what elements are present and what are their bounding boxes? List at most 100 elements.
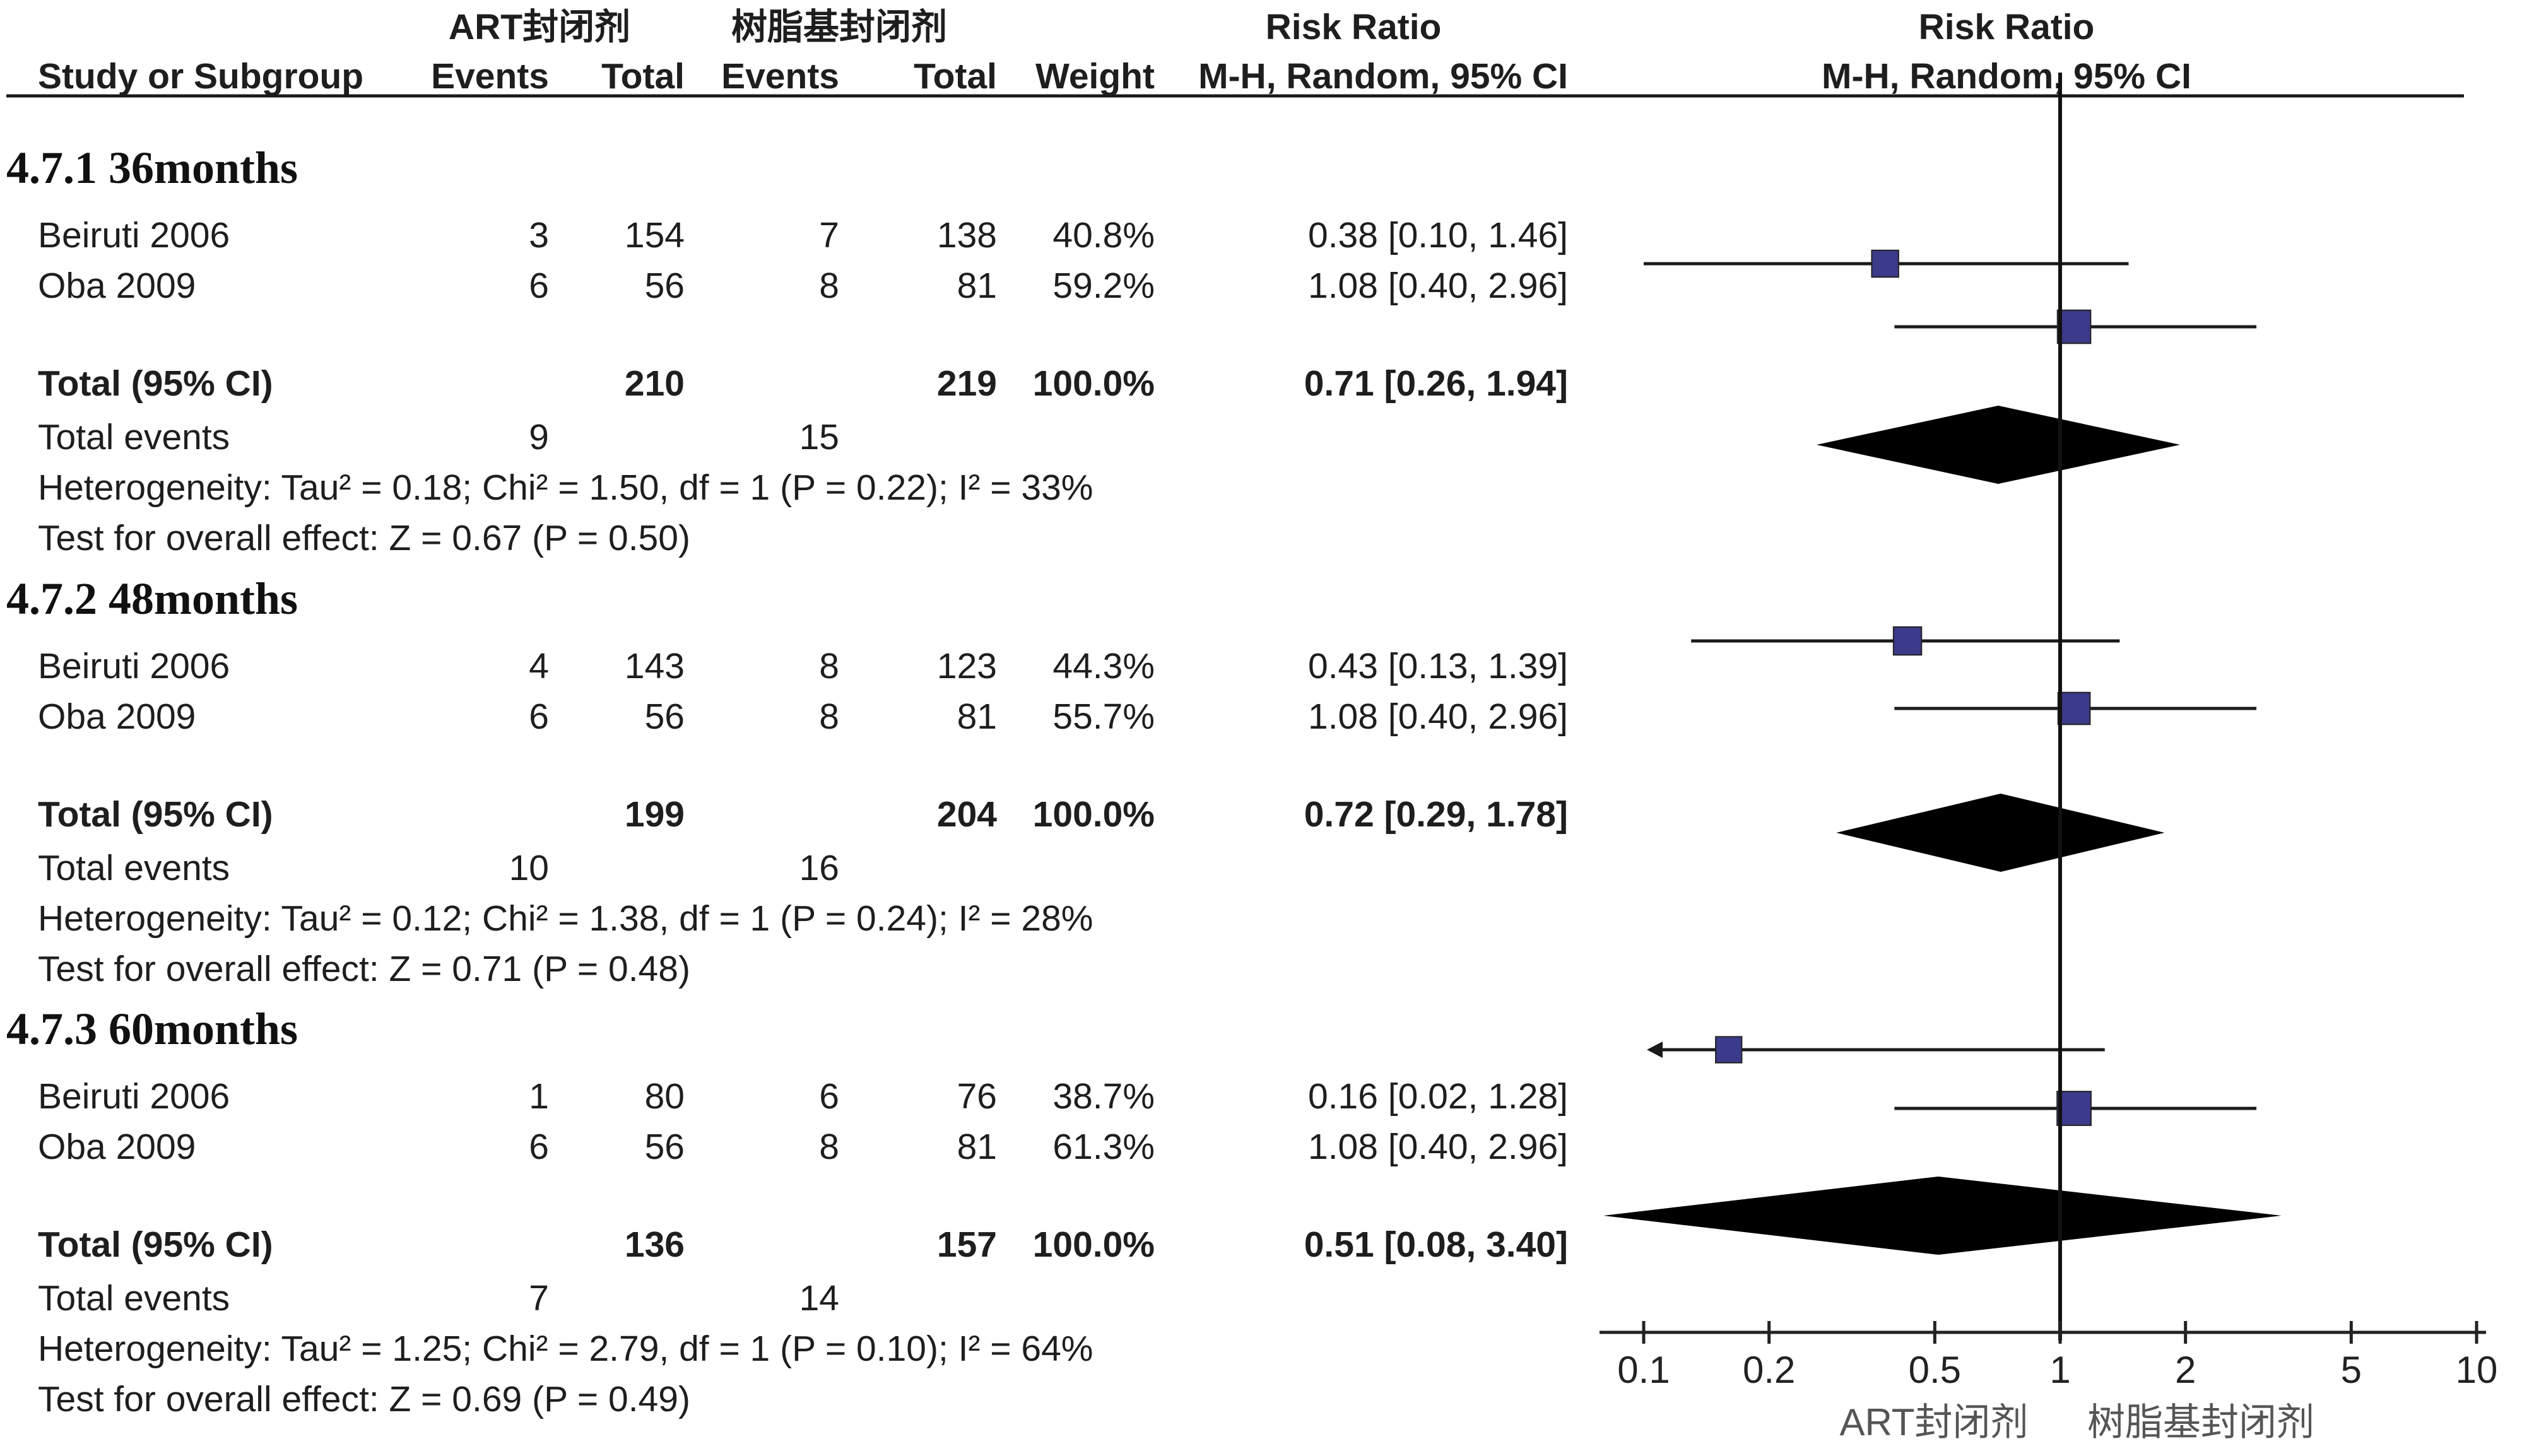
pooled-exp-total: 210 [625,363,685,404]
pooled-ci-value: 0.71 [0.26, 1.94] [1304,363,1568,404]
subgroup-title: 4.7.3 60months [6,1004,298,1054]
ctrl-total-value: 123 [937,646,997,686]
exp-total-value: 56 [645,266,685,306]
pooled-ctrl-total: 204 [937,794,997,835]
exp-events-value: 6 [529,1127,549,1167]
weight-value: 38.7% [1052,1076,1155,1117]
exp-total-value: 56 [645,1127,685,1167]
ctrl-total-value: 81 [957,696,997,737]
exp-total-value: 154 [625,215,685,255]
exp-events-value: 1 [529,1076,549,1117]
x-tick-label: 1 [2049,1349,2070,1391]
study-marker [1892,626,1923,656]
ctrl-events-value: 8 [819,1127,839,1167]
heterogeneity-text: Heterogeneity: Tau² = 0.12; Chi² = 1.38,… [38,898,1093,939]
exp-events-value: 4 [529,646,549,686]
ci-arrow [1647,1042,1663,1058]
exp-group-header: ART封闭剂 [449,7,630,47]
total-events-ctrl: 15 [799,417,839,457]
total-events-label: Total events [38,1278,230,1318]
risk-ratio-ci-value: 0.38 [0.10, 1.46] [1308,215,1568,255]
favours-left-label: ART封闭剂 [1840,1401,2029,1443]
pooled-diamond [1603,1177,2282,1255]
pooled-ci-value: 0.72 [0.29, 1.78] [1304,794,1568,835]
overall-effect-text: Test for overall effect: Z = 0.67 (P = 0… [38,518,690,558]
exp-events-value: 6 [529,696,549,737]
total-events-exp: 10 [509,848,549,888]
total-events-exp: 9 [529,417,549,457]
weight-value: 61.3% [1052,1127,1155,1167]
study-marker [2056,309,2092,344]
plot-risk-ratio-header: Risk Ratio [1919,7,2095,47]
overall-effect-text: Test for overall effect: Z = 0.69 (P = 0… [38,1379,690,1419]
exp-events-value: 6 [529,266,549,306]
x-tick-label: 10 [2456,1349,2498,1391]
risk-ratio-ci-value: 0.16 [0.02, 1.28] [1308,1076,1568,1117]
study-name: Oba 2009 [38,1127,196,1167]
pooled-ctrl-total: 219 [937,363,997,404]
x-tick-label: 2 [2175,1349,2196,1391]
ctrl-total-value: 138 [937,215,997,255]
exp-total-header: Total [601,56,685,97]
pooled-total-label: Total (95% CI) [38,1224,273,1265]
study-name: Beiruti 2006 [38,646,230,686]
exp-total-value: 80 [645,1076,685,1117]
total-events-exp: 7 [529,1278,549,1318]
pooled-ctrl-total: 157 [937,1224,997,1265]
pooled-diamond [1816,406,2180,484]
weight-value: 40.8% [1052,215,1155,255]
ctrl-total-value: 81 [957,1127,997,1167]
pooled-weight: 100.0% [1033,363,1155,404]
pooled-total-label: Total (95% CI) [38,794,273,835]
pooled-weight: 100.0% [1033,1224,1155,1265]
pooled-total-label: Total (95% CI) [38,363,273,404]
x-tick-label: 0.5 [1909,1349,1961,1391]
ctrl-events-header: Events [721,56,839,97]
risk-ratio-ci-value: 1.08 [0.40, 2.96] [1308,1127,1568,1167]
ctrl-total-header: Total [914,56,997,97]
study-marker [2056,1091,2092,1126]
forest-plot-panel: 0.1 0.2 0.5 1 2 5 10 ART封闭剂 树脂基封闭剂 [1600,73,2497,1443]
weight-value: 44.3% [1052,646,1155,686]
study-name: Oba 2009 [38,266,196,306]
study-marker [1715,1036,1743,1064]
total-events-label: Total events [38,417,230,457]
ctrl-events-value: 8 [819,696,839,737]
exp-total-value: 143 [625,646,685,686]
heterogeneity-text: Heterogeneity: Tau² = 0.18; Chi² = 1.50,… [38,467,1093,508]
pooled-exp-total: 199 [625,794,685,835]
weight-value: 59.2% [1052,266,1155,306]
ctrl-total-value: 81 [957,266,997,306]
study-name: Beiruti 2006 [38,215,230,255]
risk-ratio-ci-value: 1.08 [0.40, 2.96] [1308,696,1568,737]
ctrl-group-header: 树脂基封闭剂 [731,7,947,47]
heterogeneity-text: Heterogeneity: Tau² = 1.25; Chi² = 2.79,… [38,1329,1093,1369]
overall-effect-text: Test for overall effect: Z = 0.71 (P = 0… [38,949,690,989]
ctrl-events-value: 8 [819,646,839,686]
x-tick-label: 0.2 [1743,1349,1795,1391]
pooled-weight: 100.0% [1033,794,1155,835]
forest-table: ART封闭剂 树脂基封闭剂 Risk Ratio Risk Ratio Study or… [6,7,2464,1419]
risk-ratio-ci-value: 1.08 [0.40, 2.96] [1308,266,1568,306]
risk-ratio-ci-value: 0.43 [0.13, 1.39] [1308,646,1568,686]
weight-value: 55.7% [1052,696,1155,737]
exp-total-value: 56 [645,696,685,737]
subgroup-title: 4.7.1 36months [6,143,298,193]
x-tick-label: 0.1 [1617,1349,1670,1391]
total-events-label: Total events [38,848,230,888]
study-marker [1871,249,1899,278]
total-events-ctrl: 16 [799,848,839,888]
risk-ratio-header: Risk Ratio [1266,7,1442,47]
study-column-header: Study or Subgroup [38,56,363,97]
study-name: Oba 2009 [38,696,196,737]
favours-right-label: 树脂基封闭剂 [2087,1401,2314,1443]
exp-events-header: Events [431,56,549,97]
study-marker [2057,691,2091,725]
study-name: Beiruti 2006 [38,1076,230,1117]
ci-method-header: M-H, Random, 95% CI [1198,56,1568,97]
pooled-exp-total: 136 [625,1224,685,1265]
ctrl-events-value: 7 [819,215,839,255]
x-tick-label: 5 [2341,1349,2362,1391]
weight-header: Weight [1035,56,1155,97]
